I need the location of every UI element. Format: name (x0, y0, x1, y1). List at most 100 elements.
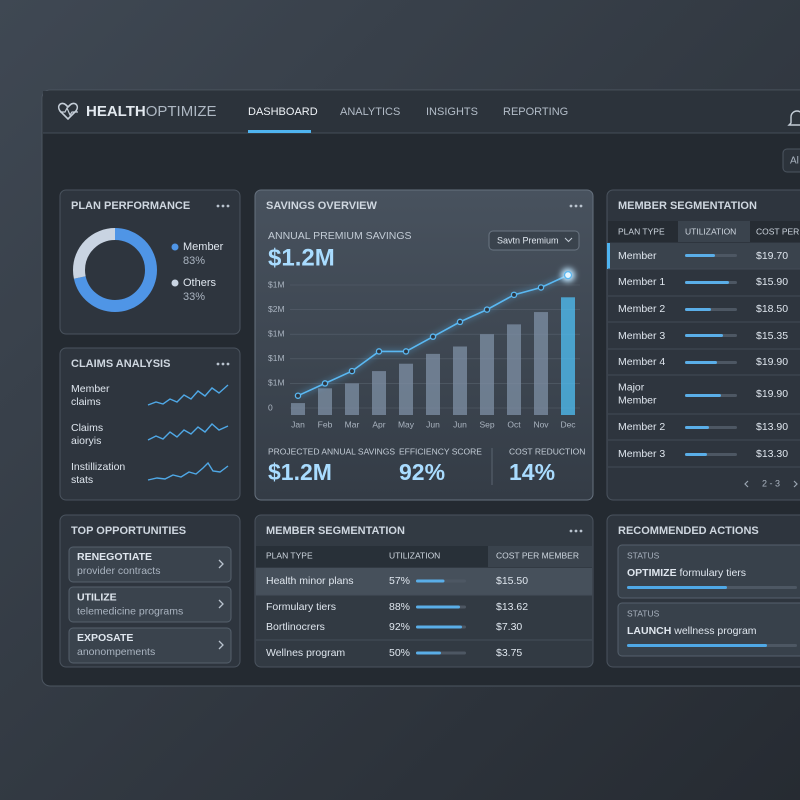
plan-type-line: Member (618, 394, 657, 406)
opportunity-detail: provider contracts (77, 565, 160, 577)
plan-type: Member 2 (618, 421, 665, 433)
opportunity-action: RENEGOTIATE (77, 551, 152, 563)
plan-type: Member (618, 250, 657, 262)
stat-label: EFFICIENCY SCORE (399, 446, 482, 456)
stat-value: 14% (509, 459, 555, 485)
line-point (402, 348, 410, 355)
plan-type: Member 2 (618, 303, 665, 315)
chevrons (218, 559, 224, 650)
nav-item[interactable]: REPORTING (503, 106, 568, 118)
x-tick-label: Mar (345, 419, 360, 429)
nav-item[interactable]: INSIGHTS (426, 106, 478, 118)
card-title: PLAN PERFORMANCE (71, 200, 190, 212)
line-point (563, 271, 573, 280)
card (59, 347, 241, 501)
logo-light: OPTIMIZE (146, 103, 217, 120)
bar (372, 371, 386, 415)
dropdown-label[interactable]: Savtn Premium (497, 235, 559, 245)
filter-box[interactable] (782, 148, 800, 173)
utilization: 92% (389, 621, 410, 633)
cost: $19.70 (756, 250, 788, 262)
cost: $3.75 (496, 647, 522, 659)
y-tick-label: 0 (268, 402, 273, 412)
sparklines (147, 384, 229, 481)
card-title: TOP OPPORTUNITIES (71, 525, 186, 537)
x-tick-label: Jun (453, 419, 467, 429)
cost: $15.90 (756, 276, 788, 288)
cost: $19.90 (756, 388, 788, 400)
top-bar (43, 91, 800, 133)
bar (318, 388, 332, 415)
cost: $7.30 (496, 621, 522, 633)
headline-value: $1.2M (268, 244, 335, 271)
action-detail: formulary tiers (680, 567, 747, 579)
bar (534, 312, 548, 415)
cost: $15.50 (496, 575, 528, 587)
action-progress (627, 586, 797, 647)
nav-item[interactable]: ANALYTICS (340, 106, 400, 118)
menu-dots[interactable] (216, 204, 583, 533)
x-tick-label: Jun (426, 419, 440, 429)
opportunity-items[interactable] (68, 546, 232, 664)
bar (480, 334, 494, 415)
line-point (348, 367, 356, 375)
line-point (375, 348, 383, 355)
card-title: CLAIMS ANALYSIS (71, 358, 170, 370)
bell-icon[interactable] (787, 110, 800, 126)
bar (399, 363, 413, 415)
x-tick-label: Feb (318, 419, 333, 429)
nav-item[interactable]: DASHBOARD (248, 106, 318, 118)
legend-value: 83% (183, 255, 205, 267)
cost: $13.90 (756, 421, 788, 433)
dropdown[interactable] (488, 230, 580, 251)
y-tick-label: $2M (268, 304, 285, 314)
active-tab-indicator (248, 130, 311, 133)
plan-type: Bortlinocrers (266, 621, 325, 633)
line-point (429, 333, 437, 340)
utilization-bar (416, 651, 441, 655)
utilization-bar (416, 579, 445, 583)
stat-value: $1.2M (268, 459, 332, 485)
action-verb: LAUNCH (627, 625, 671, 637)
column-header: UTILIZATION (389, 550, 440, 560)
opportunity-action: EXPOSATE (77, 632, 133, 644)
plan-type-line: Major (618, 381, 645, 393)
plan-type: Wellnes program (266, 647, 345, 659)
status-label: STATUS (627, 550, 660, 560)
action-verb: OPTIMIZE (627, 567, 677, 579)
pagination-arrows[interactable] (744, 480, 798, 488)
action-items[interactable] (617, 544, 800, 657)
x-tick-label: Apr (372, 419, 385, 429)
card-highlighted (254, 189, 594, 501)
column-header: COST PER MEMBER (496, 550, 579, 560)
chart-subtitle: ANNUAL PREMIUM SAVINGS (268, 230, 412, 242)
plan-type: Member 3 (618, 330, 665, 342)
plan-type: Member 1 (618, 276, 665, 288)
card-title: RECOMMENDED ACTIONS (618, 525, 759, 537)
bar (345, 383, 359, 415)
plan-type: Member 4 (618, 356, 665, 368)
claims-row-label: aioryis (71, 435, 101, 447)
cost: $18.50 (756, 303, 788, 315)
claims-row-label: claims (71, 396, 101, 408)
opportunity-detail: telemedicine programs (77, 605, 183, 617)
opportunity-action: UTILIZE (77, 591, 117, 603)
utilization-bar (416, 605, 460, 609)
bar (453, 346, 467, 415)
legend-dot (171, 243, 179, 251)
claims-row-label: Instillization (71, 461, 125, 473)
cost: $19.90 (756, 356, 788, 368)
utilization: 50% (389, 647, 410, 659)
y-tick-label: $1M (268, 328, 285, 338)
line-point (294, 392, 302, 399)
legend-label: Member (183, 241, 224, 253)
donut-segment (73, 228, 157, 312)
status-label: STATUS (627, 608, 660, 618)
column-header: UTILIZATION (685, 226, 736, 236)
action-text: OPTIMIZE formulary tiers (627, 567, 746, 579)
column-header: PLAN TYPE (266, 550, 313, 560)
logo-icon (57, 102, 79, 121)
line-point (510, 291, 518, 299)
bar (291, 403, 305, 415)
